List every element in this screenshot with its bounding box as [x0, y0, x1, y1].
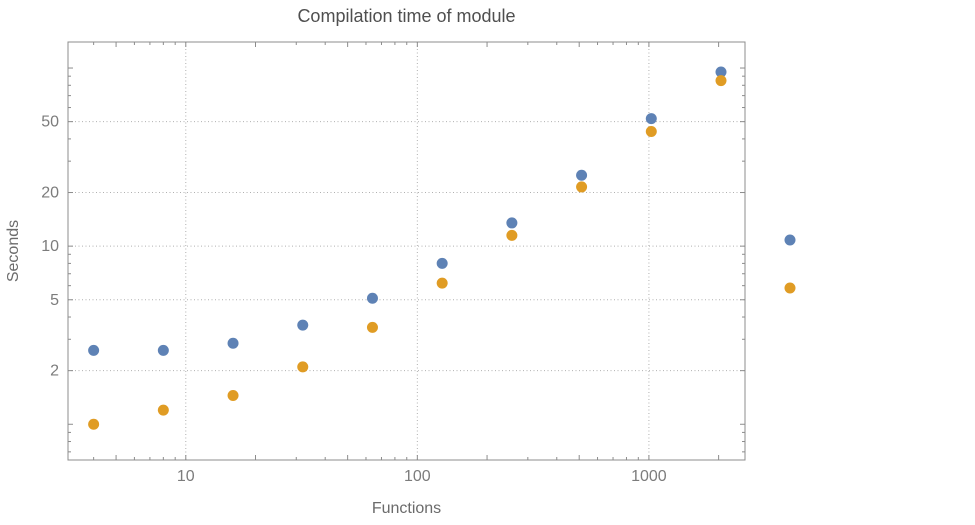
y-tick-label: 10 [41, 238, 59, 255]
data-point [366, 321, 378, 333]
data-point [157, 404, 169, 416]
legend-marker [784, 282, 796, 294]
data-point [645, 113, 657, 125]
x-tick-label: 10 [177, 468, 195, 485]
data-point [436, 277, 448, 289]
y-tick-label: 20 [41, 185, 59, 202]
x-tick-label: 100 [404, 468, 431, 485]
y-axis-label: Seconds [5, 219, 22, 283]
data-point [576, 169, 588, 181]
x-tick-label: 1000 [631, 468, 667, 485]
x-axis-label: Functions [371, 500, 442, 517]
data-point [366, 292, 378, 304]
data-point [88, 418, 100, 430]
gridlines [68, 42, 745, 460]
data-point [297, 361, 309, 373]
y-tick-label: 2 [50, 363, 59, 380]
legend-marker [784, 234, 796, 246]
y-tick-label: 5 [50, 292, 59, 309]
data-point [506, 229, 518, 241]
data-point [297, 319, 309, 331]
tick-labels: 10 100 1000 2 5 10 20 50 [41, 114, 667, 485]
data-point [576, 181, 588, 193]
data-point [436, 257, 448, 269]
y-tick-label: 50 [41, 114, 59, 131]
plot-frame [67, 41, 746, 461]
data-point [715, 66, 727, 78]
data-point [88, 344, 100, 356]
data-point [645, 126, 657, 138]
series-series-blue [88, 66, 727, 356]
chart-title: Compilation time of module [297, 6, 516, 26]
series-series-orange [88, 75, 727, 430]
data-point [227, 337, 239, 349]
data-point [157, 344, 169, 356]
data-point [715, 75, 727, 87]
legend [784, 234, 796, 294]
data-point [506, 217, 518, 229]
tick-marks [68, 42, 745, 460]
data-point [227, 390, 239, 402]
